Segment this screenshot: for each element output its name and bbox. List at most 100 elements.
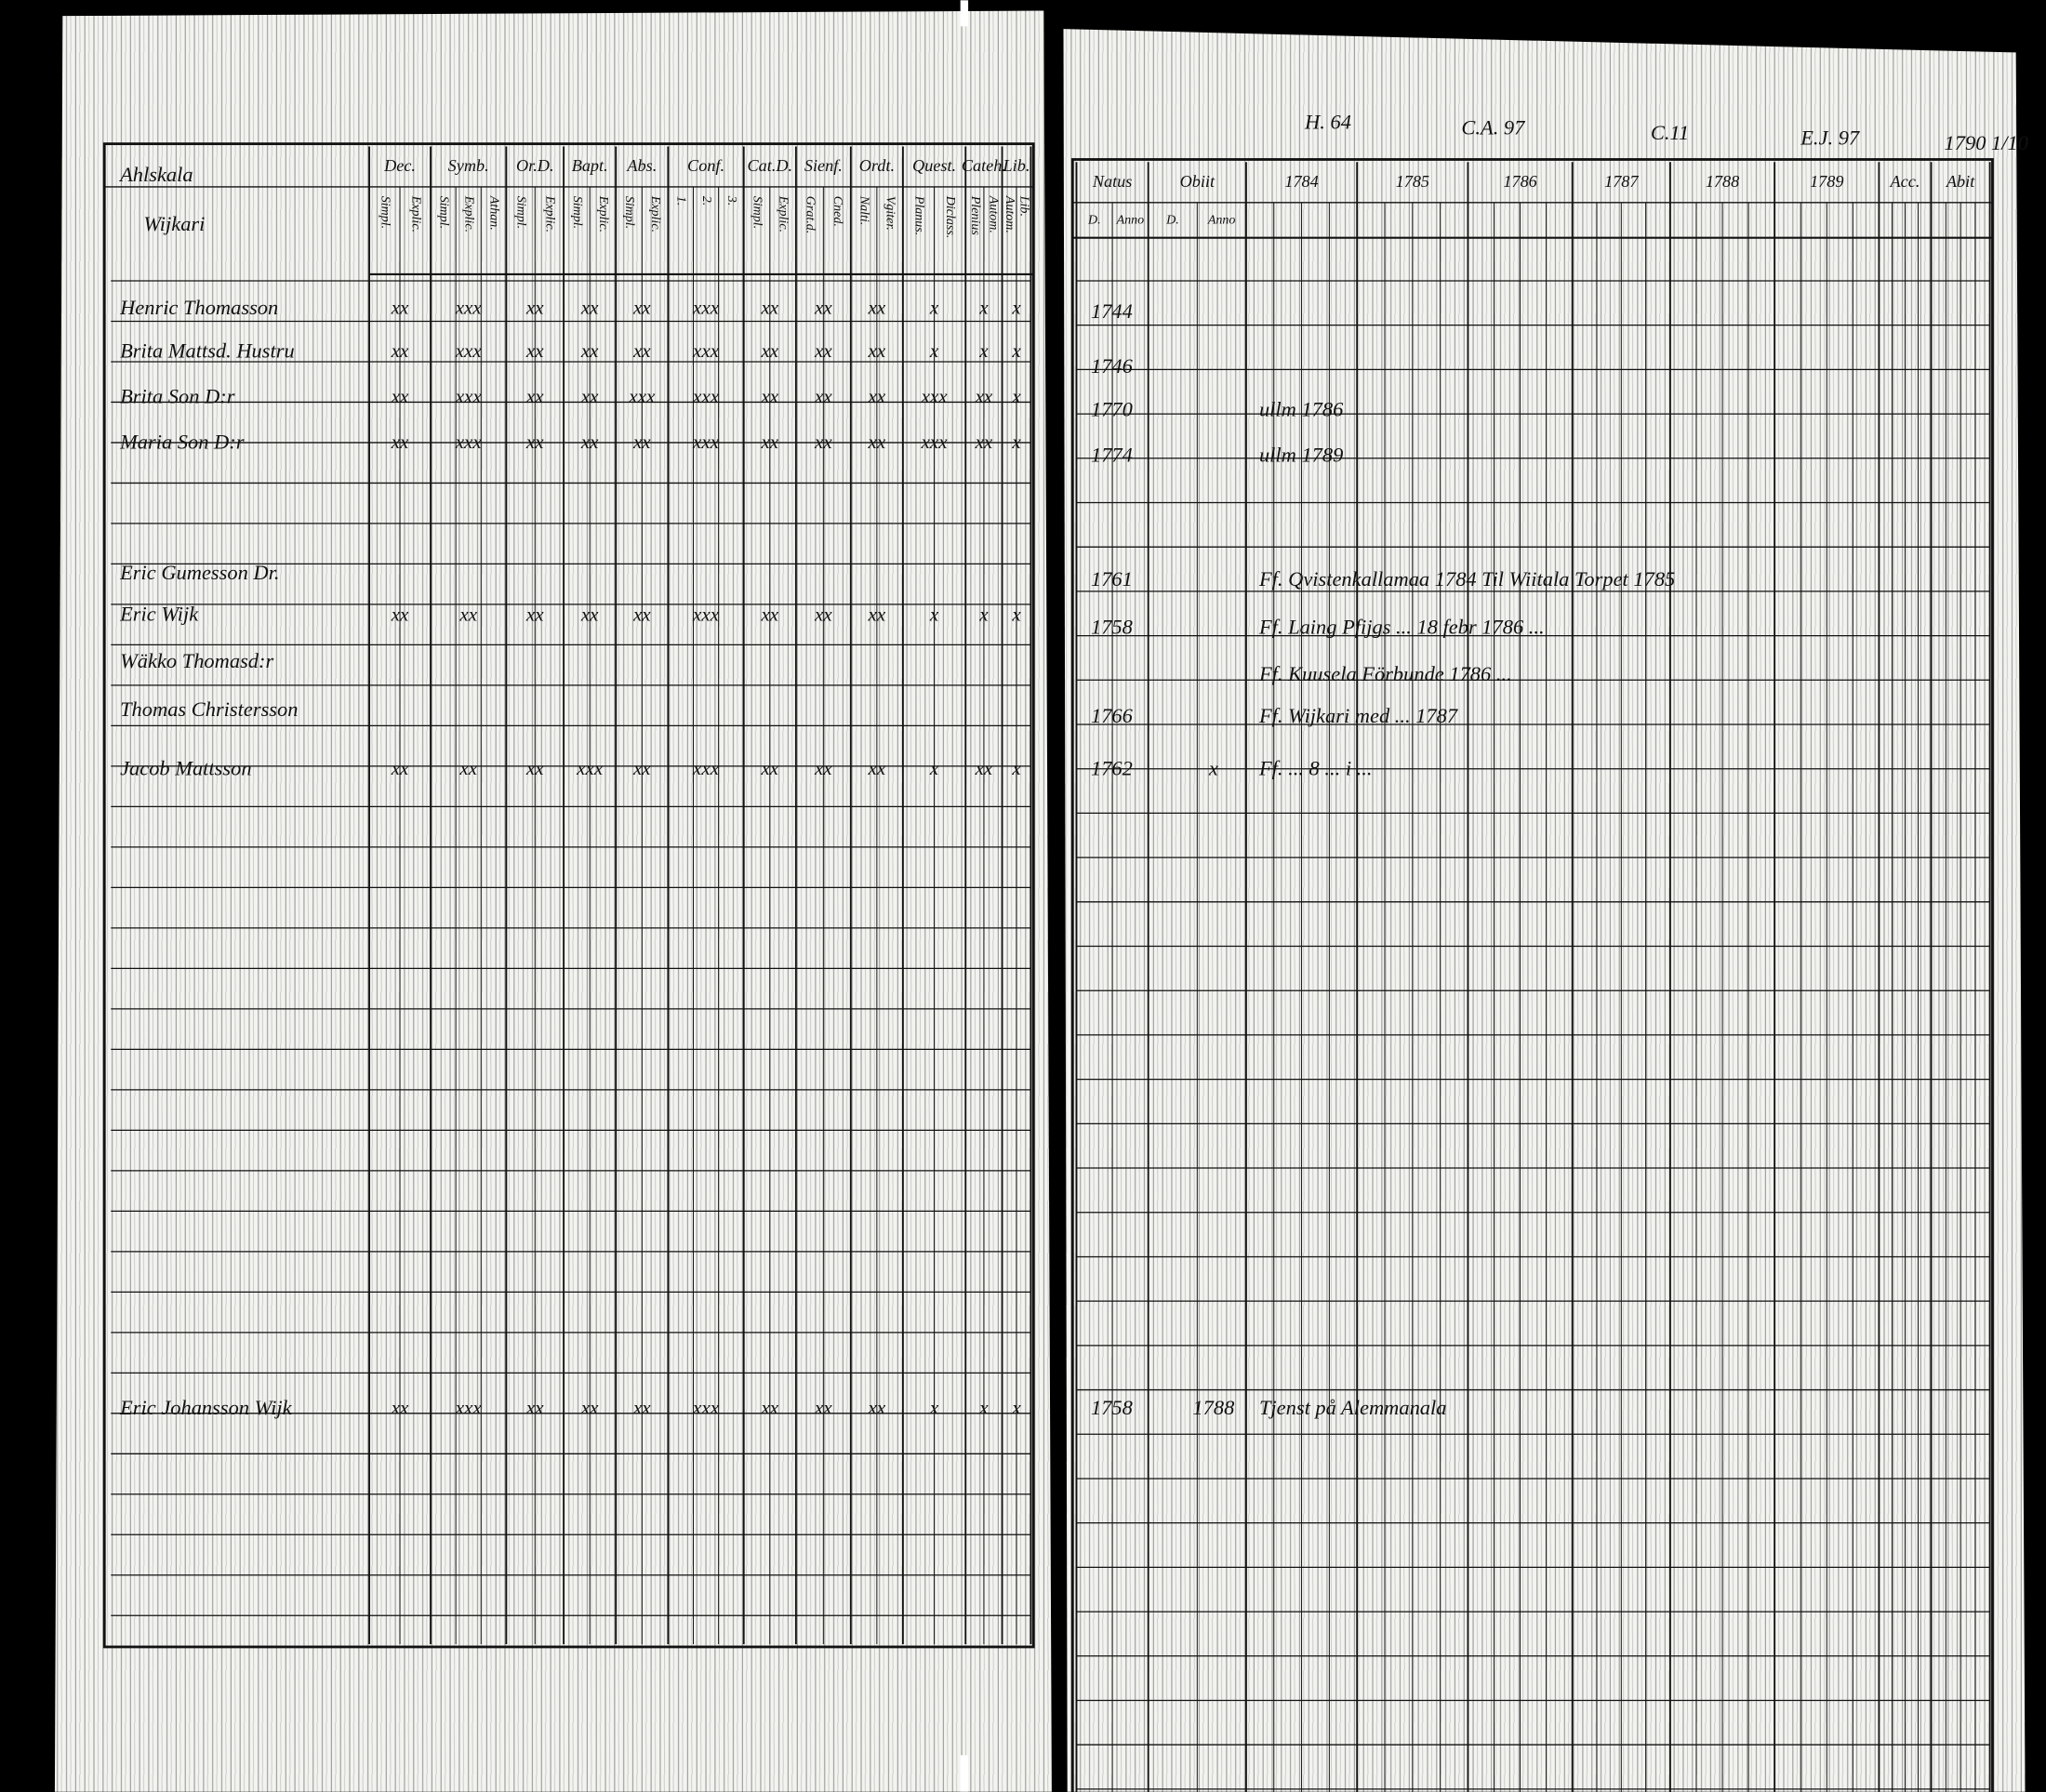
catechism-mark: xx (391, 385, 409, 407)
column-header: Cateh. (962, 156, 1006, 175)
column-header: 1789 (1810, 172, 1843, 191)
catechism-mark: xx (760, 339, 778, 362)
catechism-mark: x (1011, 297, 1021, 319)
catechism-mark: xx (458, 603, 477, 625)
catechism-mark: xx (580, 339, 599, 362)
catechism-mark: xx (525, 603, 544, 625)
column-subheader: 1. (674, 196, 689, 206)
catechism-mark: x (929, 339, 939, 362)
catechism-mark: xx (975, 385, 993, 407)
column-subheader: Anno (1116, 213, 1145, 228)
column-header: Ordt. (859, 156, 895, 175)
catechism-mark: x (1011, 339, 1021, 362)
column-subheader: Athan. (487, 195, 502, 231)
catechism-mark: xx (391, 1396, 409, 1418)
catechism-mark: xxx (692, 385, 720, 407)
column-header: Lib. (1003, 156, 1030, 175)
catechism-mark: x (1011, 385, 1021, 407)
catechism-mark: xx (391, 757, 409, 779)
column-header: 1786 (1503, 172, 1537, 191)
right-paper (1063, 29, 2026, 1792)
column-header: Dec. (383, 156, 416, 175)
catechism-mark: xx (814, 431, 832, 453)
catechism-mark: xx (632, 339, 651, 362)
death-year: 1788 (1192, 1396, 1234, 1419)
catechism-mark: xxx (455, 1396, 483, 1418)
column-header: Obiit (1180, 172, 1216, 191)
catechism-mark: xx (814, 1396, 832, 1418)
person-name: Eric Johansson Wijk (119, 1396, 293, 1419)
column-subheader: Planus. (912, 195, 927, 235)
column-subheader: Grat.d. (803, 196, 817, 234)
column-subheader: Vgiter. (884, 196, 898, 231)
column-header: Sienf. (804, 156, 843, 175)
column-subheader: Explic. (408, 195, 423, 232)
catechism-mark: xx (760, 603, 778, 625)
catechism-mark: xx (632, 757, 651, 779)
catechism-mark: x (1011, 431, 1021, 453)
note: Ff. Qvistenkallamaa 1784 Til Wiitala Tor… (1258, 567, 1675, 591)
person-name: Maria Son D:r (119, 430, 245, 453)
person-name: Eric Wijk (119, 603, 199, 626)
catechism-mark: xx (760, 431, 778, 453)
column-subheader: 3. (724, 195, 739, 206)
catechism-mark: xx (580, 385, 599, 407)
column-header: Bapt. (572, 156, 608, 175)
catechism-mark: xx (525, 1396, 544, 1418)
catechism-mark: xx (580, 1396, 599, 1418)
catechism-mark: xxx (692, 297, 720, 319)
column-subheader: Explic. (542, 195, 557, 232)
column-header: Conf. (687, 156, 724, 175)
column-subheader: Explic. (596, 195, 611, 232)
catechism-mark: x (978, 603, 989, 625)
top-note: C.11 (1651, 121, 1689, 144)
column-subheader: Autom. (1003, 195, 1017, 233)
catechism-mark: xxx (692, 1396, 720, 1418)
catechism-mark: xx (391, 339, 409, 362)
column-header: Or.D. (516, 156, 554, 175)
catechism-mark: xx (814, 339, 832, 362)
catechism-mark: xx (868, 385, 886, 407)
column-subheader: Anno (1207, 213, 1236, 228)
birth-year: 1758 (1091, 1396, 1133, 1419)
note: ullm 1786 (1259, 397, 1344, 420)
title: Wijkari (143, 212, 205, 235)
column-subheader: Autom. (987, 195, 1002, 233)
catechism-mark: xx (760, 297, 778, 319)
right-frame (1070, 158, 1994, 1792)
person-name: Brita Mattsd. Hustru (120, 338, 295, 362)
person-name: Jacob Mattsson (120, 756, 251, 779)
catechism-mark: xxx (692, 603, 720, 625)
column-subheader: Explic. (777, 195, 791, 232)
note: Ff. Kuusela Förbunde 1786 ... (1258, 662, 1512, 685)
column-subheader: Nalti. (857, 195, 872, 226)
catechism-mark: xxx (921, 431, 949, 453)
birth-year: 1766 (1091, 704, 1134, 727)
catechism-mark: xx (391, 603, 409, 625)
birth-year: 1770 (1091, 397, 1133, 420)
catechism-mark: xxx (692, 339, 720, 362)
column-header: Abs. (626, 156, 657, 175)
top-note: H. 64 (1304, 111, 1351, 134)
catechism-mark: xx (525, 757, 544, 779)
left-paper (54, 10, 1052, 1792)
catechism-mark: xx (868, 757, 886, 779)
person-name: Brita Son D:r (120, 384, 235, 407)
catechism-mark: xx (632, 297, 651, 319)
top-note: E.J. 97 (1800, 126, 1860, 150)
column-subheader: Cned. (830, 196, 845, 227)
catechism-mark: x (929, 297, 939, 319)
catechism-mark: xx (580, 297, 599, 319)
catechism-mark: xxx (455, 431, 483, 453)
birth-year: 1746 (1091, 354, 1134, 378)
catechism-mark: xxx (692, 757, 720, 779)
column-header: Natus (1092, 172, 1133, 191)
content: Ahlskala Wijkari Dec. Simpl. Explic. Symb. Sim… (104, 111, 2028, 1792)
note: Tjenst på Alemmanala (1259, 1396, 1447, 1419)
binding-mark (960, 1755, 969, 1792)
column-subheader: Simpl. (751, 196, 765, 229)
catechism-mark: xxx (692, 431, 720, 453)
column-subheader: Simpl. (570, 196, 585, 229)
